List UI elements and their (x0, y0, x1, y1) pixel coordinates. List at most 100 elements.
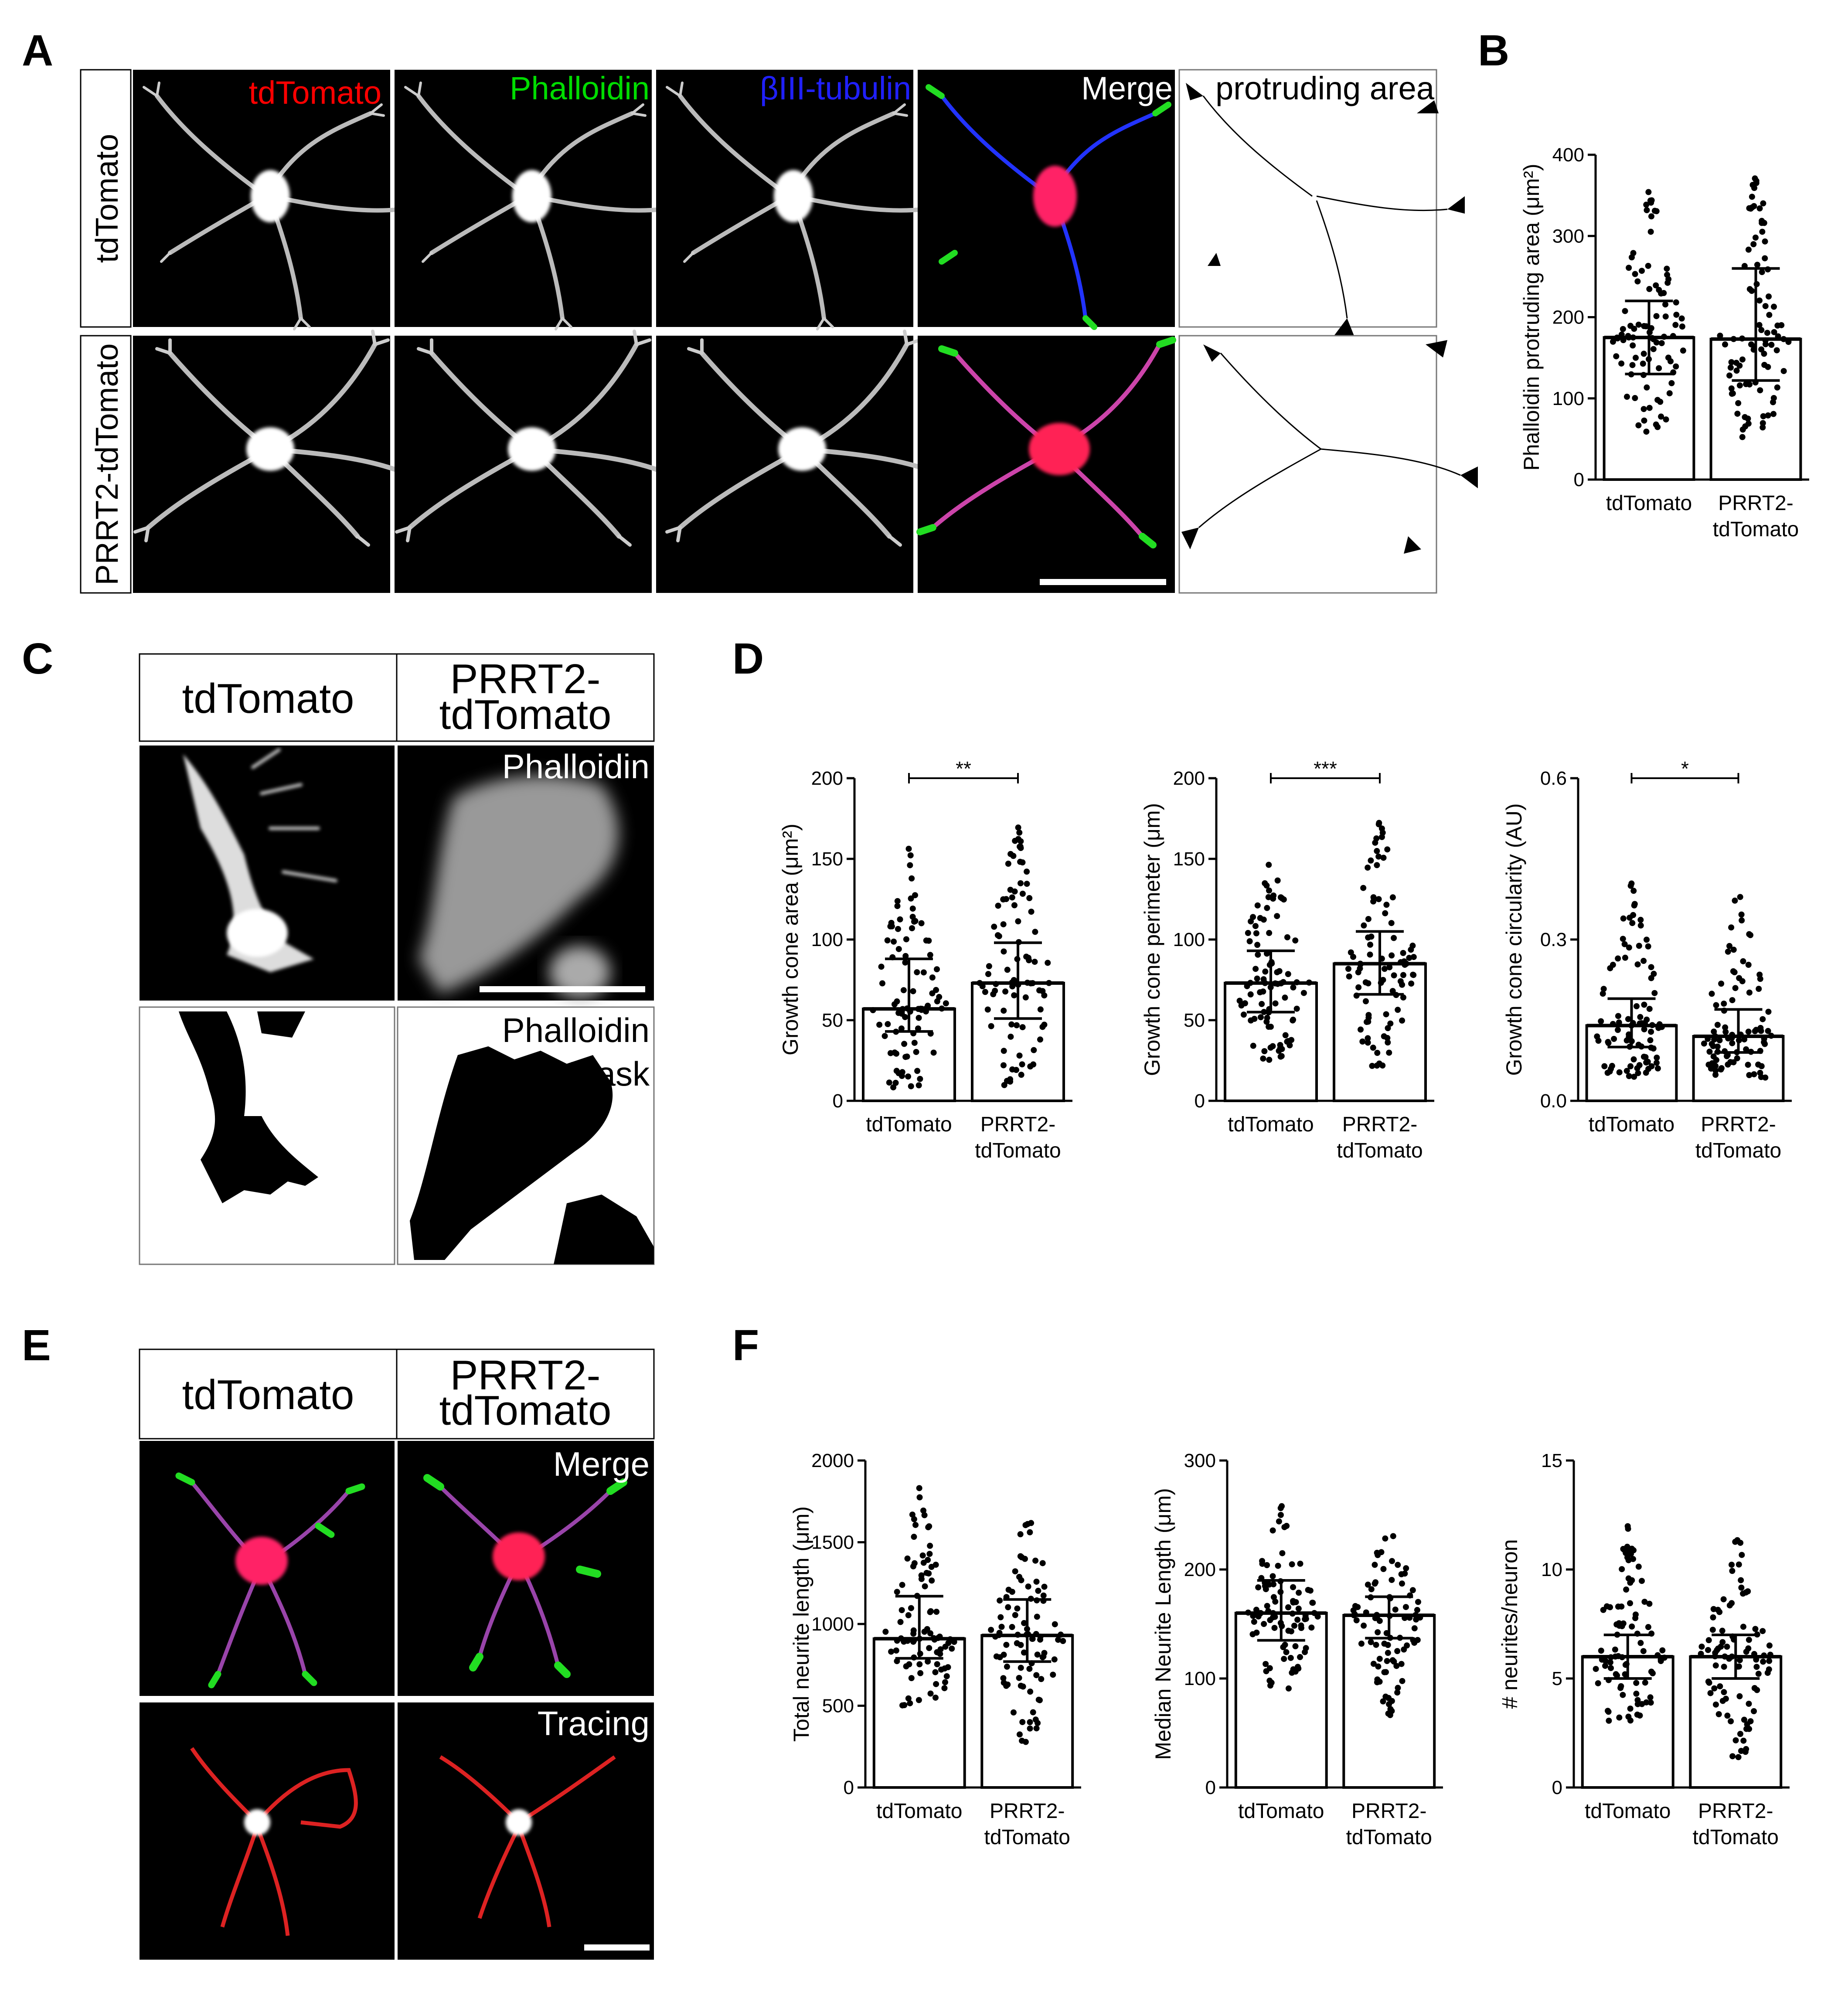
panel-letter-d: D (732, 634, 764, 683)
data-point (909, 1512, 915, 1518)
data-point (1616, 1714, 1623, 1721)
data-point (1640, 361, 1646, 367)
data-point (1370, 894, 1377, 901)
data-point (1009, 894, 1015, 901)
data-point (1060, 1638, 1066, 1644)
data-point (1627, 1580, 1634, 1586)
data-point (1003, 1682, 1010, 1689)
data-point (1400, 950, 1406, 956)
data-point (1729, 1562, 1735, 1568)
row-label-tdtomato: tdTomato (90, 134, 125, 263)
data-point (1718, 1066, 1724, 1073)
data-point (1738, 1577, 1744, 1583)
data-point (1739, 434, 1746, 440)
data-point (1711, 1028, 1717, 1035)
data-point (1264, 905, 1270, 911)
category-label: PRRT2- (1701, 1113, 1776, 1136)
data-point (1305, 1586, 1311, 1593)
data-point (1027, 1063, 1034, 1070)
mask-c-tdtomato (179, 1011, 318, 1203)
data-point (1639, 1578, 1645, 1584)
data-point (1739, 917, 1745, 924)
data-point (988, 1023, 994, 1029)
data-point (1255, 951, 1261, 958)
data-point (1756, 322, 1763, 328)
significance-stars: * (1681, 757, 1689, 780)
y-axis-label: Growth cone circularity (AU) (1502, 803, 1526, 1076)
data-point (1748, 341, 1755, 347)
data-point (1264, 1603, 1270, 1609)
y-tick-label: 200 (1184, 1559, 1216, 1580)
merge-neuron-2 (916, 337, 1211, 548)
merge-neuron-1 (926, 84, 1202, 330)
data-point (1260, 1055, 1266, 1062)
data-point (1272, 1614, 1278, 1620)
data-point (1736, 1693, 1743, 1699)
data-point (1257, 1014, 1264, 1021)
data-point (1766, 293, 1772, 300)
data-point (897, 916, 903, 923)
data-point (1350, 953, 1356, 960)
data-point (1623, 1586, 1630, 1593)
data-point (1629, 1623, 1635, 1630)
data-point (1640, 1648, 1647, 1655)
data-point (1384, 846, 1391, 853)
data-point (1743, 1046, 1749, 1052)
data-point (1761, 220, 1767, 226)
scale-bar-c (480, 986, 645, 992)
data-point (1724, 1053, 1730, 1059)
data-point (1651, 990, 1658, 996)
data-point (919, 1552, 926, 1559)
label-e-tracing: Tracing (538, 1704, 650, 1743)
category-label: PRRT2- (1351, 1800, 1426, 1823)
data-point (1027, 1719, 1033, 1726)
data-point (1021, 1556, 1028, 1562)
data-point (1012, 1568, 1018, 1575)
data-point (1387, 1706, 1394, 1713)
data-point (1386, 1049, 1392, 1056)
data-point (926, 1645, 933, 1651)
data-point (911, 1534, 917, 1540)
header-box-e-2 (396, 1348, 655, 1440)
data-point (1762, 1074, 1769, 1081)
panel-letter-f: F (732, 1321, 759, 1370)
y-tick-label: 10 (1541, 1559, 1562, 1580)
data-point (1389, 1558, 1395, 1564)
data-point (894, 998, 900, 1005)
data-point (1378, 825, 1385, 832)
data-point (1632, 271, 1638, 277)
data-point (1629, 362, 1636, 368)
data-point (1705, 1637, 1712, 1644)
data-point (1653, 208, 1660, 214)
data-point (1380, 1698, 1386, 1705)
image-a-r1-c5 (1178, 69, 1437, 328)
data-point (1015, 824, 1021, 831)
data-point (1007, 851, 1014, 857)
data-point (893, 1647, 899, 1654)
data-point (1780, 368, 1787, 374)
data-point (1051, 1656, 1058, 1663)
data-point (1673, 299, 1679, 306)
data-point (1645, 943, 1651, 950)
data-point (1294, 1617, 1301, 1623)
y-tick-label: 50 (822, 1010, 843, 1031)
data-point (933, 1609, 940, 1615)
data-point (1359, 1038, 1366, 1045)
data-point (1297, 1654, 1303, 1660)
data-point (1263, 882, 1270, 889)
data-point (1746, 286, 1753, 293)
data-point (937, 1651, 943, 1657)
data-point (1653, 282, 1659, 289)
data-point (1628, 880, 1635, 887)
data-point (1262, 968, 1269, 975)
data-point (997, 1614, 1004, 1620)
data-point (1365, 1012, 1372, 1018)
data-point (1014, 1605, 1021, 1612)
data-point (1708, 991, 1715, 997)
data-point (1646, 1600, 1653, 1607)
data-point (1630, 1556, 1636, 1562)
data-point (910, 988, 916, 994)
data-point (914, 969, 920, 976)
y-tick-label: 400 (1552, 144, 1584, 166)
